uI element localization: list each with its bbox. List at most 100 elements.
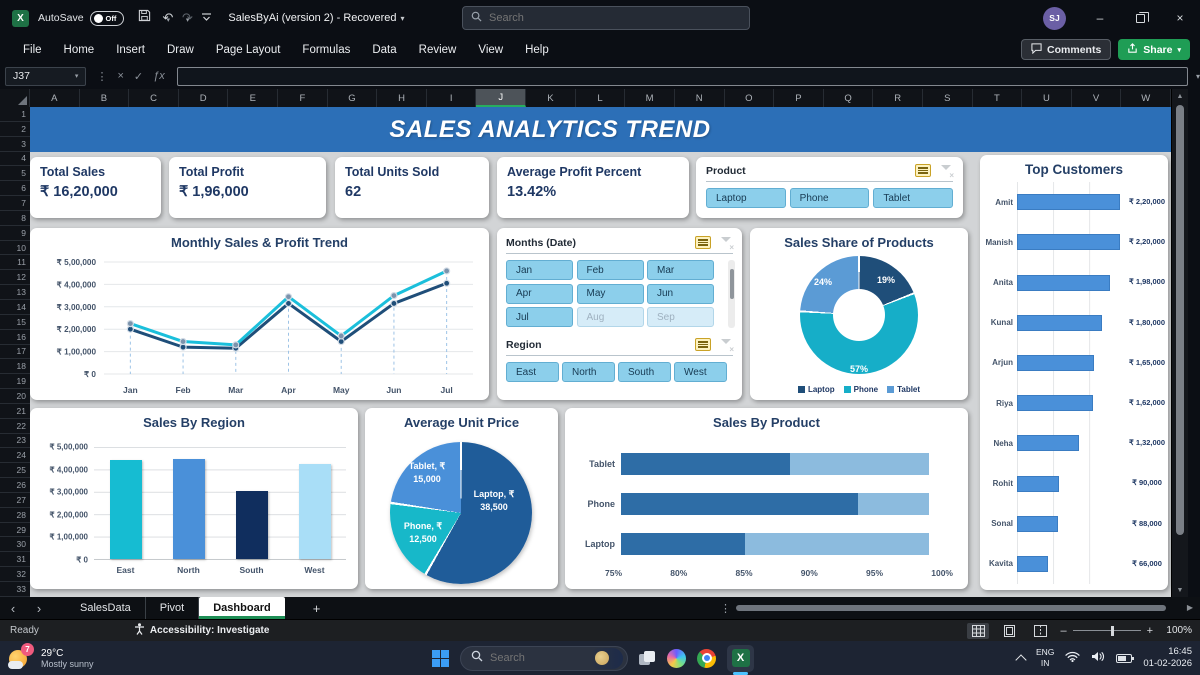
sheet-bar-kebab-icon[interactable]: ⋮	[720, 602, 731, 615]
avatar[interactable]: SJ	[1043, 6, 1066, 30]
sheet-next-icon[interactable]: ›	[36, 600, 42, 616]
column-header-S[interactable]: S	[923, 89, 973, 107]
row-header-33[interactable]: 33	[0, 582, 30, 597]
row-header-7[interactable]: 7	[0, 196, 30, 211]
slicer-month-aug[interactable]: Aug	[576, 307, 644, 327]
ribbon-tab-file[interactable]: File	[23, 43, 42, 56]
kpi-total-units[interactable]: Total Units Sold 62	[335, 157, 489, 218]
multi-select-icon[interactable]	[915, 164, 931, 177]
column-header-K[interactable]: K	[526, 89, 576, 107]
ribbon-tab-page-layout[interactable]: Page Layout	[215, 43, 281, 56]
ribbon-tab-home[interactable]: Home	[63, 43, 95, 56]
row-header-15[interactable]: 15	[0, 315, 30, 330]
formula-expand-icon[interactable]: ▾	[1195, 71, 1200, 81]
sheet-tab-salesdata[interactable]: SalesData	[66, 597, 146, 619]
months-slicer-scrollbar[interactable]	[728, 260, 735, 328]
excel-taskbar-icon[interactable]: X	[727, 644, 754, 675]
search-input[interactable]	[489, 12, 709, 24]
ribbon-tab-draw[interactable]: Draw	[166, 43, 194, 56]
slicer-region-west[interactable]: West	[674, 362, 727, 382]
zoom-in-icon[interactable]: +	[1146, 624, 1153, 637]
fx-icon[interactable]: ƒx	[153, 70, 165, 82]
multi-select-icon[interactable]	[695, 236, 711, 249]
row-header-1[interactable]: 1	[0, 107, 30, 122]
row-header-17[interactable]: 17	[0, 345, 30, 360]
clear-filter-icon[interactable]	[720, 236, 734, 252]
enter-check-icon[interactable]: ✓	[133, 70, 144, 83]
ribbon-tab-data[interactable]: Data	[372, 43, 397, 56]
undo-icon[interactable]: ↶	[162, 10, 174, 25]
column-header-B[interactable]: B	[80, 89, 130, 107]
column-header-R[interactable]: R	[873, 89, 923, 107]
row-header-24[interactable]: 24	[0, 448, 30, 464]
task-view-icon[interactable]	[639, 650, 656, 666]
select-all-corner[interactable]	[0, 89, 30, 107]
row-header-32[interactable]: 32	[0, 567, 30, 582]
name-box[interactable]: J37 ▾	[5, 66, 87, 86]
scroll-right-icon[interactable]: ▶	[1186, 603, 1193, 612]
normal-view-icon[interactable]	[967, 622, 990, 639]
zoom-slider[interactable]	[1072, 625, 1141, 636]
close-button[interactable]: ×	[1176, 11, 1184, 25]
kpi-total-profit[interactable]: Total Profit ₹ 1,96,000	[169, 157, 326, 218]
taskbar-search-input[interactable]	[490, 652, 582, 664]
column-header-L[interactable]: L	[576, 89, 626, 107]
row-header-22[interactable]: 22	[0, 419, 30, 434]
row-header-2[interactable]: 2	[0, 122, 30, 137]
row-header-28[interactable]: 28	[0, 508, 30, 523]
add-sheet-button[interactable]: +	[312, 600, 321, 616]
sales-by-region-chart[interactable]: Sales By Region ₹ 0 ₹ 1,00,000 ₹ 2,00,000 ₹…	[30, 408, 358, 589]
quick-access-icon[interactable]	[201, 9, 212, 27]
vertical-scroll-thumb[interactable]	[1176, 105, 1184, 535]
kpi-avg-profit-pct[interactable]: Average Profit Percent 13.42%	[497, 157, 689, 218]
sheet-tab-pivot[interactable]: Pivot	[146, 597, 200, 619]
row-header-16[interactable]: 16	[0, 330, 30, 345]
row-header-4[interactable]: 4	[0, 152, 30, 167]
zoom-out-icon[interactable]: –	[1060, 624, 1067, 637]
row-header-3[interactable]: 3	[0, 137, 30, 152]
clear-filter-icon[interactable]	[720, 338, 734, 354]
share-button[interactable]: Share ▾	[1118, 39, 1190, 60]
taskbar-search[interactable]	[460, 645, 628, 671]
scroll-down-icon[interactable]: ▼	[1176, 586, 1184, 594]
vertical-scrollbar[interactable]: ▲ ▼	[1172, 89, 1188, 597]
multi-select-icon[interactable]	[695, 338, 711, 351]
page-break-view-icon[interactable]	[1029, 623, 1051, 639]
clear-filter-icon[interactable]	[940, 164, 954, 180]
row-header-19[interactable]: 19	[0, 374, 30, 390]
row-header-18[interactable]: 18	[0, 359, 30, 375]
ribbon-tab-insert[interactable]: Insert	[116, 43, 145, 56]
start-button[interactable]	[432, 649, 449, 667]
row-header-20[interactable]: 20	[0, 389, 30, 404]
ribbon-tab-view[interactable]: View	[478, 43, 504, 56]
column-header-T[interactable]: T	[973, 89, 1023, 107]
row-header-9[interactable]: 9	[0, 226, 30, 241]
zoom-slider-thumb[interactable]	[1110, 625, 1115, 636]
battery-icon[interactable]	[1116, 653, 1135, 663]
ribbon-tab-help[interactable]: Help	[525, 43, 549, 56]
monthly-trend-chart[interactable]: Monthly Sales & Profit Trend ₹ 0 ₹ 1,00,0…	[30, 228, 489, 400]
row-header-26[interactable]: 26	[0, 478, 30, 493]
row-header-11[interactable]: 11	[0, 255, 30, 271]
column-header-G[interactable]: G	[328, 89, 378, 107]
row-header-30[interactable]: 30	[0, 537, 30, 553]
slicer-month-mar[interactable]: Mar	[647, 260, 714, 280]
column-header-A[interactable]: A	[30, 89, 80, 107]
document-title[interactable]: SalesByAi (version 2) - Recovered ▾	[228, 12, 405, 24]
slicer-region-east[interactable]: East	[506, 362, 559, 382]
horizontal-scroll-thumb[interactable]	[736, 605, 1166, 611]
sales-share-chart[interactable]: Sales Share of Products 19% 57% 24% Lapt…	[750, 228, 968, 400]
row-header-10[interactable]: 10	[0, 241, 30, 256]
row-header-12[interactable]: 12	[0, 270, 30, 286]
slicer-month-feb[interactable]: Feb	[576, 260, 644, 280]
sales-by-product-chart[interactable]: Sales By Product Tablet Phone Laptop 75% 80…	[565, 408, 968, 589]
minimize-button[interactable]: –	[1096, 11, 1104, 25]
row-header-23[interactable]: 23	[0, 434, 30, 449]
page-layout-view-icon[interactable]	[998, 623, 1020, 639]
column-header-E[interactable]: E	[228, 89, 279, 107]
row-header-5[interactable]: 5	[0, 166, 30, 182]
undo-dropdown-icon[interactable]: ▾	[166, 17, 170, 24]
slicer-month-jun[interactable]: Jun	[647, 283, 714, 304]
slicer-month-jan[interactable]: Jan	[506, 260, 573, 280]
